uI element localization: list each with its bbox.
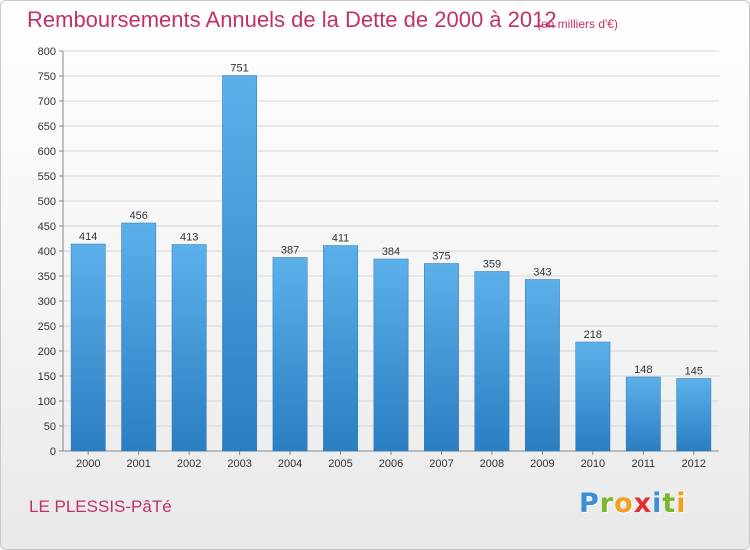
commune-name: LE PLESSIS-PâTé (29, 497, 172, 516)
bars (70, 75, 712, 452)
x-tick-label: 2012 (682, 458, 706, 470)
y-tick-label: 400 (38, 246, 56, 258)
bar-value-label: 359 (483, 259, 501, 271)
bar-value-label: 751 (230, 63, 248, 75)
labels: 0 50 100 150 200 250 300 350 400 450 500 550 600 650 7… (38, 46, 706, 470)
y-tick-label: 100 (38, 396, 56, 408)
bar-2002 (171, 244, 207, 452)
x-tick-label: 2003 (227, 458, 251, 470)
bar-value-label: 384 (382, 246, 400, 258)
y-tick-label: 750 (38, 71, 56, 83)
bar-value-label: 375 (432, 251, 450, 263)
y-tick-label: 700 (38, 96, 56, 108)
y-tick-label: 150 (38, 371, 56, 383)
bar-2009 (524, 279, 560, 452)
x-tick-label: 2004 (278, 458, 302, 470)
y-tick-label: 350 (38, 271, 56, 283)
x-tick-label: 2002 (177, 458, 201, 470)
x-tick-label: 2006 (379, 458, 403, 470)
bar-value-label: 148 (634, 364, 652, 376)
chart-title: Remboursements Annuels de la Dette de 20… (27, 7, 557, 32)
x-tick-label: 2005 (328, 458, 352, 470)
bar-value-label: 411 (332, 233, 350, 245)
bar-value-label: 145 (685, 366, 703, 378)
proxiti-logo[interactable]: Proxiti (579, 488, 687, 519)
y-tick-label: 0 (50, 446, 56, 458)
bar-value-label: 414 (79, 231, 97, 243)
logo-letter: o (614, 488, 634, 519)
y-tick-label: 450 (38, 221, 56, 233)
x-tick-label: 2010 (581, 458, 605, 470)
x-tick-label: 2000 (76, 458, 100, 470)
logo-letter: r (599, 488, 615, 519)
x-tick-label: 2001 (126, 458, 150, 470)
bar-2010 (575, 341, 611, 452)
y-tick-label: 550 (38, 171, 56, 183)
bar-2011 (625, 376, 661, 452)
x-tick-label: 2011 (631, 458, 655, 470)
y-tick-label: 500 (38, 196, 56, 208)
y-tick-label: 200 (38, 346, 56, 358)
logo-letter: P (579, 488, 600, 519)
y-tick-label: 800 (38, 46, 56, 58)
bar-2006 (373, 258, 409, 452)
bar-2012 (676, 378, 712, 452)
logo-letter: i (676, 488, 687, 519)
logo-letter: i (652, 488, 663, 519)
y-tick-label: 300 (38, 296, 56, 308)
x-tick-label: 2009 (530, 458, 554, 470)
bar-2000 (70, 243, 106, 452)
y-tick-label: 250 (38, 321, 56, 333)
bar-value-label: 456 (130, 210, 148, 222)
bar-value-label: 218 (584, 329, 602, 341)
bar-2003 (222, 75, 258, 452)
y-tick-label: 50 (44, 421, 56, 433)
logo-letter: t (662, 488, 677, 519)
bar-value-label: 343 (533, 267, 551, 279)
chart-subtitle: (en milliers d'€) (537, 17, 618, 31)
x-tick-label: 2008 (480, 458, 504, 470)
bar-value-label: 413 (180, 232, 198, 244)
bar-value-label: 387 (281, 245, 299, 257)
bar-2001 (121, 222, 157, 452)
bar-2008 (474, 271, 510, 452)
bar-2007 (424, 263, 459, 452)
y-tick-label: 600 (38, 146, 56, 158)
x-tick-label: 2007 (429, 458, 453, 470)
logo-letter: x (633, 488, 653, 519)
y-tick-label: 650 (38, 121, 56, 133)
bar-2004 (272, 257, 308, 452)
bar-2005 (323, 245, 358, 452)
